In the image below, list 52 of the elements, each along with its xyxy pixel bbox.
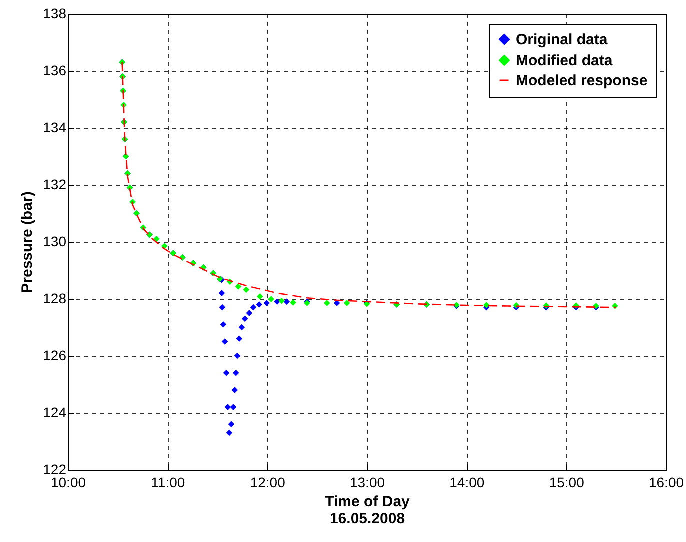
x-tick-label: 14:00 — [450, 474, 485, 490]
point — [246, 310, 253, 316]
y-tick-label: 124 — [43, 404, 67, 420]
y-tick-label: 134 — [43, 120, 67, 136]
x-tick-label: 15:00 — [549, 474, 585, 490]
point — [278, 298, 285, 304]
point — [483, 302, 490, 308]
x-tick-label: 16:00 — [648, 474, 684, 490]
x-axis-title: Time of Day 16.05.2008 — [325, 494, 411, 528]
y-axis-title: Pressure (bar) — [19, 192, 36, 294]
point — [220, 321, 227, 328]
point — [284, 298, 290, 306]
point — [230, 404, 237, 410]
point — [219, 304, 226, 311]
legend-label: Original data — [516, 32, 608, 48]
point — [242, 316, 248, 322]
x-tick-label: 12:00 — [250, 474, 286, 490]
x-tick-label: 11:00 — [151, 474, 186, 490]
point — [236, 336, 243, 342]
legend-label: Modeled response — [516, 72, 648, 90]
x-tick-label: 13:00 — [350, 474, 386, 490]
point — [232, 370, 240, 376]
point — [274, 298, 280, 306]
point — [238, 324, 246, 331]
point — [243, 286, 250, 294]
point — [234, 352, 241, 360]
point — [334, 300, 340, 306]
y-tick-label: 122 — [43, 462, 67, 478]
y-tick-label: 126 — [43, 348, 67, 364]
y-tick-label: 130 — [43, 234, 67, 250]
x-tick-label: 10:00 — [50, 474, 86, 490]
point — [223, 370, 230, 376]
y-tick-label: 136 — [43, 62, 67, 78]
point — [228, 421, 235, 428]
point — [344, 300, 350, 306]
point — [226, 430, 233, 436]
point — [222, 338, 228, 345]
point — [218, 290, 226, 296]
point — [256, 302, 263, 308]
point — [232, 387, 238, 394]
point — [264, 300, 270, 306]
point — [235, 284, 242, 290]
legend-label: Modified data — [516, 52, 614, 70]
point — [324, 300, 330, 306]
point — [256, 294, 264, 300]
y-tick-label: 128 — [43, 290, 67, 306]
point — [612, 302, 618, 310]
point — [290, 300, 296, 306]
point — [268, 296, 274, 302]
y-tick-label: 138 — [43, 6, 67, 22]
point — [250, 304, 257, 311]
y-tick-label: 132 — [43, 176, 67, 192]
